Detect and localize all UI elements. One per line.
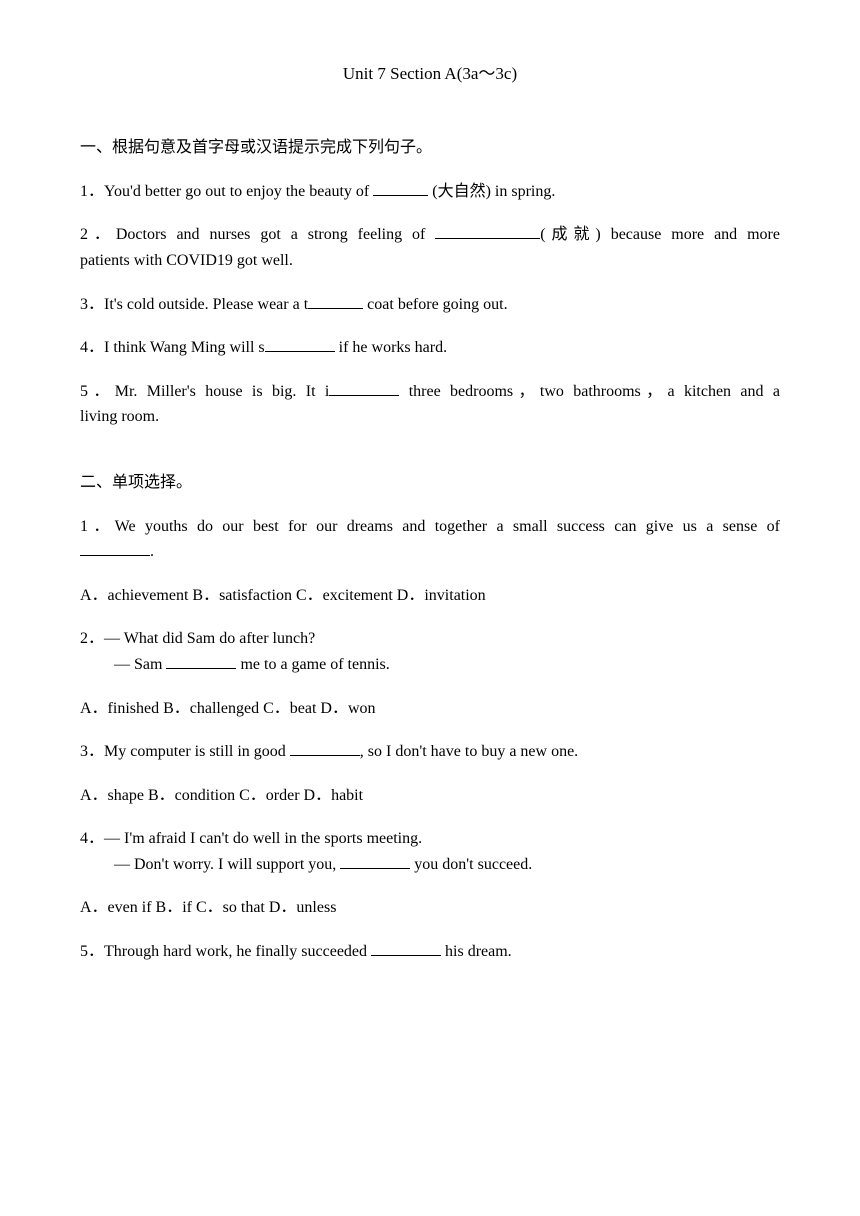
blank — [329, 380, 399, 396]
s1-q2-line2: patients with COVID19 got well. — [80, 248, 780, 274]
s2-q1-post: . — [150, 543, 154, 560]
s1-q4-post: if he works hard. — [335, 339, 447, 356]
blank — [166, 653, 236, 669]
s2-q3: 3．My computer is still in good , so I do… — [80, 739, 780, 765]
s2-q4: 4．— I'm afraid I can't do well in the sp… — [80, 826, 780, 877]
s2-q2-options: A．finished B．challenged C．beat D．won — [80, 696, 780, 722]
s2-q2-line1: 2．— What did Sam do after lunch? — [80, 626, 780, 652]
s1-q4-pre: 4．I think Wang Ming will s — [80, 339, 265, 356]
s2-q5-post: his dream. — [441, 943, 512, 960]
s1-q3-post: coat before going out. — [363, 296, 507, 313]
s2-q5: 5．Through hard work, he finally succeede… — [80, 939, 780, 965]
s1-q5-post: three bedrooms，two bathrooms，a kitchen a… — [399, 383, 780, 400]
s1-q5: 5．Mr. Miller's house is big. It i three … — [80, 379, 780, 430]
s2-q1-line1: 1．We youths do our best for our dreams a… — [80, 514, 780, 540]
s1-q1-post: (大自然) in spring. — [428, 183, 555, 200]
s1-q5-line2: living room. — [80, 404, 780, 430]
blank — [308, 293, 363, 309]
s1-q2-post: (成就) because more and more — [540, 226, 780, 243]
s2-q4-line2-post: you don't succeed. — [410, 856, 532, 873]
s2-q4-options: A．even if B．if C．so that D．unless — [80, 895, 780, 921]
s2-q5-pre: 5．Through hard work, he finally succeede… — [80, 943, 371, 960]
section1-header: 一、根据句意及首字母或汉语提示完成下列句子。 — [80, 135, 780, 161]
s1-q2-pre: 2．Doctors and nurses got a strong feelin… — [80, 226, 435, 243]
section2-header: 二、单项选择。 — [80, 470, 780, 496]
blank — [265, 336, 335, 352]
s2-q2-line2-post: me to a game of tennis. — [236, 656, 389, 673]
s2-q4-line1: 4．— I'm afraid I can't do well in the sp… — [80, 826, 780, 852]
s1-q5-pre: 5．Mr. Miller's house is big. It i — [80, 383, 329, 400]
s2-q2: 2．— What did Sam do after lunch? — Sam m… — [80, 626, 780, 677]
s2-q3-pre: 3．My computer is still in good — [80, 743, 290, 760]
blank — [340, 853, 410, 869]
s1-q2: 2．Doctors and nurses got a strong feelin… — [80, 222, 780, 273]
s1-q3: 3．It's cold outside. Please wear a t coa… — [80, 292, 780, 318]
s2-q4-line2-pre: — Don't worry. I will support you, — [114, 856, 340, 873]
s2-q1: 1．We youths do our best for our dreams a… — [80, 514, 780, 565]
s1-q3-pre: 3．It's cold outside. Please wear a t — [80, 296, 308, 313]
blank — [290, 740, 360, 756]
s2-q1-options: A．achievement B．satisfaction C．excitemen… — [80, 583, 780, 609]
s2-q2-line2-pre: — Sam — [114, 656, 166, 673]
blank — [80, 540, 150, 556]
s1-q4: 4．I think Wang Ming will s if he works h… — [80, 335, 780, 361]
s1-q1-pre: 1．You'd better go out to enjoy the beaut… — [80, 183, 373, 200]
s2-q3-options: A．shape B．condition C．order D．habit — [80, 783, 780, 809]
blank — [373, 180, 428, 196]
blank — [371, 940, 441, 956]
s1-q1: 1．You'd better go out to enjoy the beaut… — [80, 179, 780, 205]
blank — [435, 223, 540, 239]
worksheet-title: Unit 7 Section A(3a～3c) — [80, 60, 780, 87]
s2-q3-post: , so I don't have to buy a new one. — [360, 743, 578, 760]
